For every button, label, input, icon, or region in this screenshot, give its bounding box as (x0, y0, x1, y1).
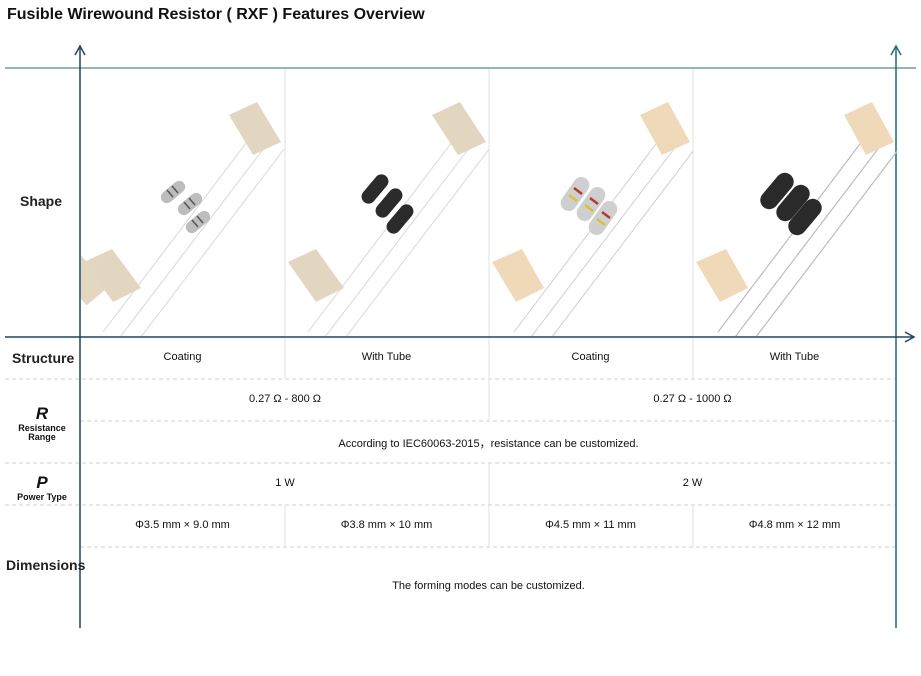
tape-top-icon (432, 102, 486, 155)
power-cell: 1 W (275, 477, 295, 489)
resistance-cell: 0.27 Ω - 1000 Ω (653, 393, 732, 405)
resistance-symbol: R (35, 404, 49, 423)
dimensions-note: The forming modes can be customized. (392, 580, 585, 592)
resistance-label-line1: Resistance (18, 423, 66, 433)
row-label-power: P Power Type (4, 473, 80, 502)
horizontal-axis-arrow (904, 331, 916, 343)
power-cell: 2 W (682, 477, 703, 489)
structure-cell: Coating (163, 351, 202, 363)
resistance-label-line2: Range (28, 432, 56, 442)
tape-bottom-icon (288, 249, 344, 302)
resistor-body-icon (760, 172, 822, 236)
row-label-structure: Structure (12, 350, 75, 366)
left-axis-arrow (74, 44, 86, 56)
page-title: Fusible Wirewound Resistor ( RXF ) Featu… (7, 6, 425, 23)
dimensions-cell: Φ4.8 mm × 12 mm (748, 519, 841, 531)
row-label-dimensions: Dimensions (6, 557, 86, 573)
resistor-body-icon (560, 176, 618, 236)
structure-cell: Coating (571, 351, 610, 363)
structure-cell: With Tube (769, 351, 820, 363)
dimensions-cell: Φ3.8 mm × 10 mm (340, 519, 433, 531)
row-label-shape: Shape (20, 193, 63, 209)
resistor-body-icon (160, 180, 211, 234)
right-axis-arrow (890, 44, 902, 56)
product-image-tube-small (288, 102, 489, 336)
resistor-body-icon (361, 174, 414, 234)
tape-bottom-icon (696, 249, 748, 302)
structure-cell: With Tube (361, 351, 412, 363)
row-label-resistance: R Resistance Range (4, 404, 80, 442)
power-symbol: P (36, 473, 48, 492)
resistance-cell: 0.27 Ω - 800 Ω (248, 393, 322, 405)
tape-top-icon (229, 102, 281, 155)
tape-top-icon (844, 102, 894, 155)
product-image-tube-large (696, 102, 897, 336)
dimensions-cell: Φ4.5 mm × 11 mm (545, 519, 636, 531)
dimensions-cell: Φ3.5 mm × 9.0 mm (135, 519, 230, 531)
resistance-note: According to IEC60063-2015，resistance ca… (338, 438, 639, 450)
product-image-coating-small (81, 102, 284, 336)
tape-top-icon (640, 102, 690, 155)
product-image-coating-large (492, 102, 693, 336)
tape-bottom-icon (84, 249, 141, 302)
power-label: Power Type (17, 492, 67, 502)
tape-bottom-icon (492, 249, 544, 302)
